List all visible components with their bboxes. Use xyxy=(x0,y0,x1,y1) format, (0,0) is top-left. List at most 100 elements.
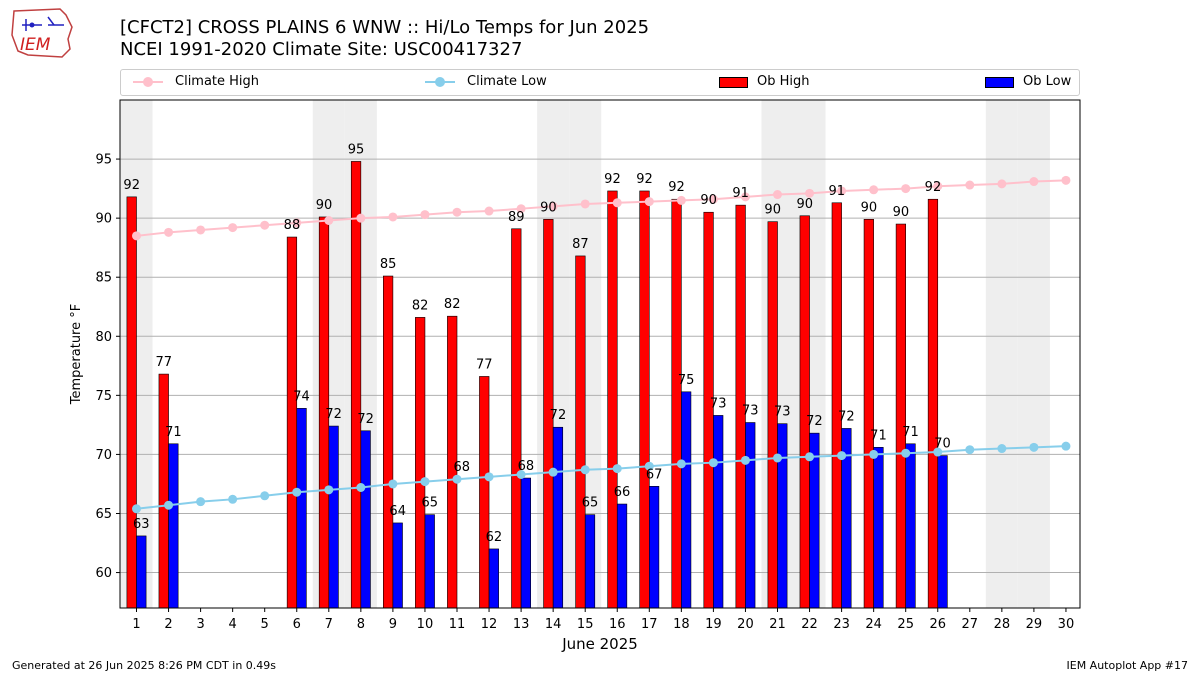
x-tick-label: 28 xyxy=(994,617,1011,632)
ob-low-bar xyxy=(168,443,179,609)
ob-high-label: 88 xyxy=(284,218,301,233)
climate-low-point xyxy=(676,459,686,469)
ob-high-label: 82 xyxy=(412,298,429,313)
legend-bar-swatch xyxy=(719,77,748,88)
plot-frame xyxy=(119,99,1081,609)
ob-high-bar xyxy=(511,228,522,609)
climate-high-point xyxy=(580,199,590,209)
climate-high-point xyxy=(356,213,366,223)
ob-high-label: 90 xyxy=(893,205,910,220)
weekend-shade xyxy=(985,100,1018,608)
climate-high-point xyxy=(612,198,622,208)
ob-high-bar xyxy=(927,198,939,609)
ob-high-bar xyxy=(831,202,842,609)
ob-low-bar xyxy=(745,422,756,609)
legend-label: Ob Low xyxy=(1023,74,1072,89)
ob-low-label: 66 xyxy=(614,485,631,500)
y-tick-label: 75 xyxy=(95,389,112,404)
x-tick-label: 26 xyxy=(929,617,946,632)
climate-low-point xyxy=(740,455,750,465)
climate-high-point xyxy=(548,201,558,211)
climate-low-point xyxy=(324,485,334,495)
climate-low-point xyxy=(580,465,590,475)
legend-label: Climate High xyxy=(175,74,260,89)
x-tick-label: 11 xyxy=(449,617,466,632)
ob-high-bar xyxy=(286,236,298,609)
ob-high-bar xyxy=(479,376,490,609)
ob-high-label: 90 xyxy=(796,197,813,212)
climate-high-point xyxy=(933,181,943,191)
ob-high-bar xyxy=(126,196,137,609)
ob-low-label: 72 xyxy=(806,414,823,429)
climate-high-point xyxy=(292,218,302,228)
ob-low-bar xyxy=(296,408,307,609)
climate-high-point xyxy=(420,210,430,220)
ob-low-bar xyxy=(360,430,371,609)
climate-high-point xyxy=(997,179,1007,189)
climate-low-point xyxy=(837,451,847,461)
x-tick-label: 1 xyxy=(132,617,140,632)
ob-low-label: 74 xyxy=(293,389,310,404)
x-axis-label: June 2025 xyxy=(561,635,638,653)
climate-low-point xyxy=(708,458,718,468)
x-tick-label: 17 xyxy=(641,617,658,632)
ob-low-bar xyxy=(552,426,564,609)
ob-high-bar xyxy=(895,223,906,609)
x-tick-label: 23 xyxy=(833,617,850,632)
x-tick-label: 10 xyxy=(417,617,434,632)
ob-high-label: 90 xyxy=(764,203,781,218)
y-tick-label: 95 xyxy=(95,153,112,168)
ob-low-bar xyxy=(873,447,884,609)
ob-low-bar xyxy=(777,423,788,609)
legend-marker xyxy=(143,77,153,87)
climate-high-point xyxy=(676,195,686,205)
legend-label: Climate Low xyxy=(467,74,547,89)
climate-low-line xyxy=(136,445,1066,510)
climate-low-point xyxy=(260,491,270,501)
ob-high-bar xyxy=(382,275,394,609)
ob-high-label: 92 xyxy=(668,180,685,195)
climate-high-point xyxy=(516,204,526,214)
climate-low-point xyxy=(164,500,174,510)
climate-high-point xyxy=(740,192,750,202)
y-tick-label: 85 xyxy=(95,271,112,286)
ob-low-bar xyxy=(713,415,724,609)
climate-low-point xyxy=(452,474,462,484)
climate-high-line xyxy=(136,179,1066,237)
x-tick-label: 30 xyxy=(1058,617,1075,632)
y-tick-label: 70 xyxy=(95,448,112,463)
ob-high-label: 92 xyxy=(123,178,140,193)
legend-item-ob-low: Ob Low xyxy=(985,74,1077,92)
climate-high-point xyxy=(901,184,911,194)
ob-high-label: 92 xyxy=(604,172,621,187)
climate-high-point xyxy=(452,207,462,217)
ob-high-bar xyxy=(415,317,426,609)
ob-low-label: 73 xyxy=(742,404,759,419)
x-tick-label: 9 xyxy=(389,617,397,632)
climate-low-point xyxy=(1029,442,1039,452)
climate-low-point xyxy=(1061,441,1071,451)
ob-low-bar xyxy=(392,522,403,609)
ob-high-label: 82 xyxy=(444,297,461,312)
climate-low-point xyxy=(420,477,430,487)
ob-high-label: 90 xyxy=(316,198,333,213)
ob-low-label: 68 xyxy=(518,459,535,474)
climate-low-point xyxy=(773,453,782,463)
legend: Climate High Climate Low Ob High Ob Low xyxy=(120,69,1080,96)
climate-low-point xyxy=(997,444,1007,454)
ob-high-bar xyxy=(158,373,169,609)
climate-low-point xyxy=(644,461,654,471)
ob-low-label: 62 xyxy=(486,530,503,545)
climate-low-point xyxy=(356,482,366,492)
legend-bar-swatch xyxy=(985,77,1014,88)
x-tick-label: 8 xyxy=(357,617,365,632)
x-tick-label: 20 xyxy=(737,617,754,632)
climate-high-point xyxy=(228,223,238,233)
chart-title: [CFCT2] CROSS PLAINS 6 WNW :: Hi/Lo Temp… xyxy=(120,17,650,38)
x-tick-label: 6 xyxy=(293,617,301,632)
legend-item-climate-low: Climate Low xyxy=(425,74,625,92)
x-tick-label: 22 xyxy=(801,617,818,632)
climate-high-point xyxy=(484,206,494,216)
ob-high-bar xyxy=(639,190,650,609)
x-tick-label: 5 xyxy=(261,617,269,632)
